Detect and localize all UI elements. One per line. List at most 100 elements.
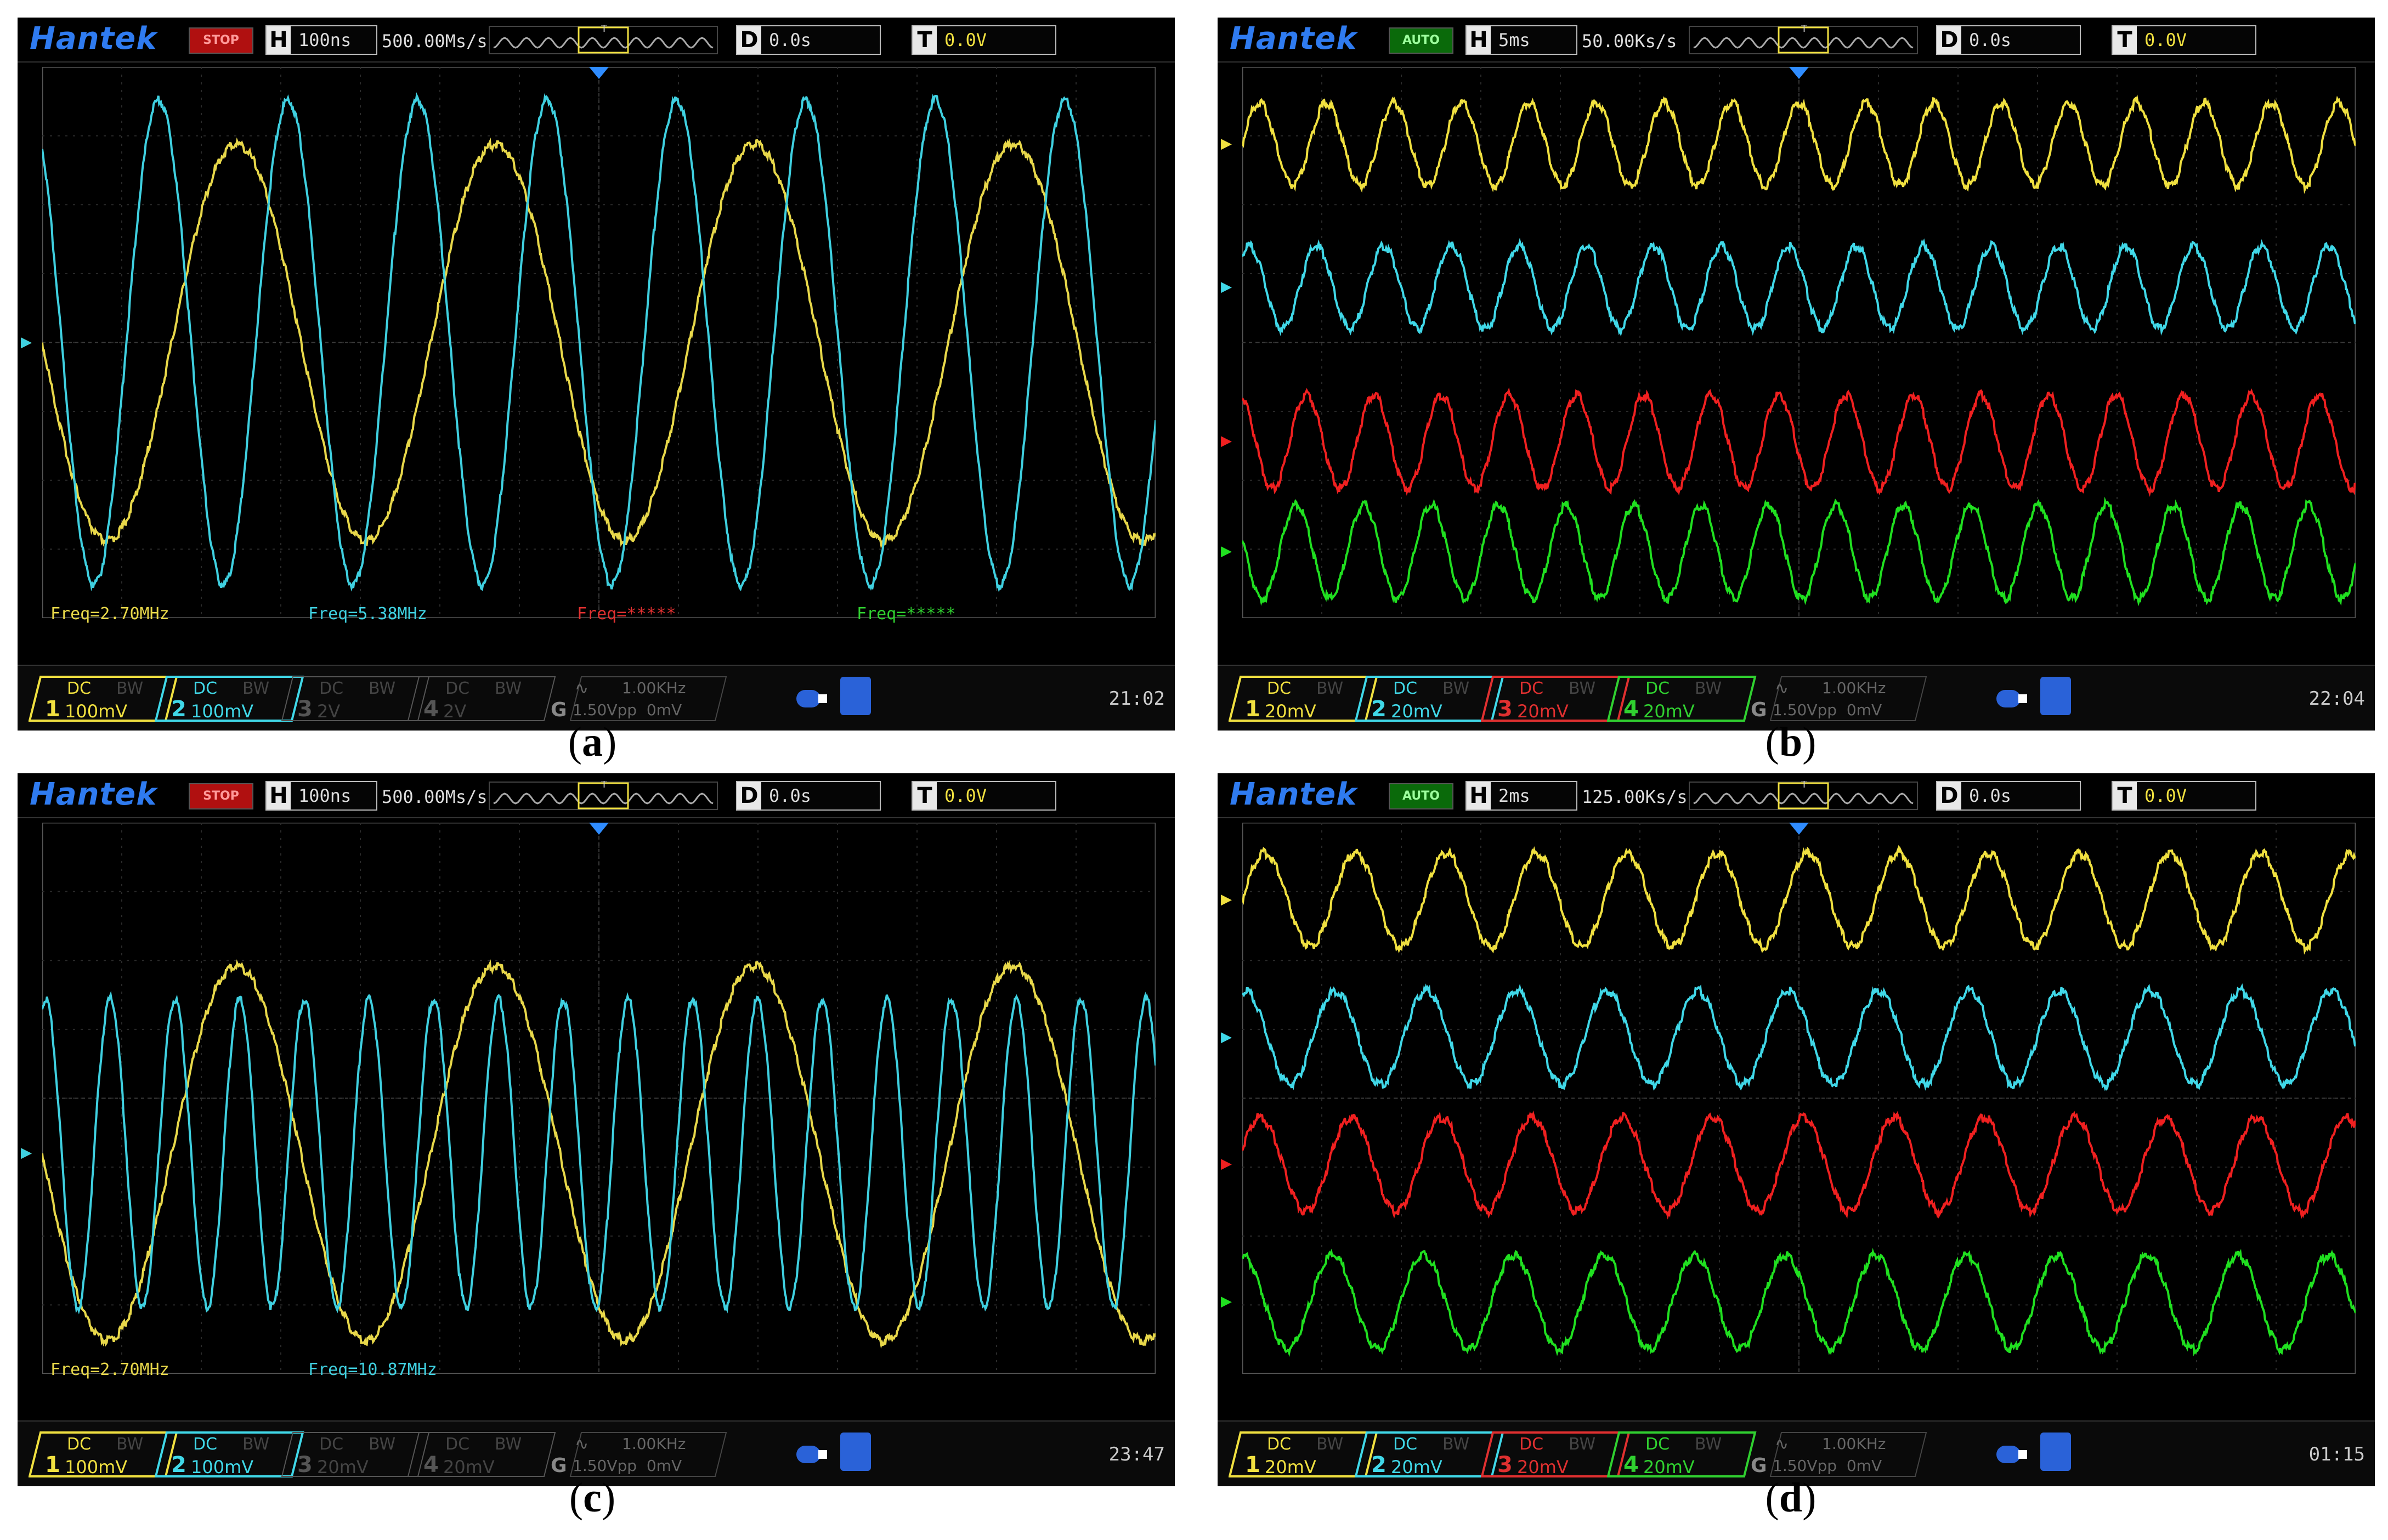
channel-ground-marker-icon[interactable]: ▶ bbox=[21, 333, 32, 350]
channel-number: 1 bbox=[1245, 697, 1260, 722]
channel-vertical-scale: 20mV bbox=[1391, 1457, 1442, 1477]
trigger-position-marker-icon[interactable] bbox=[589, 823, 609, 835]
trigger-position-marker-icon[interactable] bbox=[1789, 823, 1809, 835]
generator-frequency: 1.00KHz bbox=[1822, 1435, 1886, 1453]
delay-key: D bbox=[1937, 782, 1961, 809]
channel-bandwidth-limit: BW bbox=[1316, 679, 1344, 698]
delay-key: D bbox=[1937, 26, 1961, 54]
channel-waveform-trace bbox=[42, 137, 1156, 549]
run-state-badge[interactable]: STOP bbox=[189, 783, 253, 809]
trigger-level-value: 0.0V bbox=[944, 785, 987, 806]
channel-ground-marker-icon[interactable]: ▶ bbox=[1221, 1293, 1232, 1310]
channel-1-tab[interactable]: 1 DC BW 100mV bbox=[29, 1430, 182, 1479]
delay-value: 0.0s bbox=[769, 785, 812, 806]
waveform-plot[interactable] bbox=[1242, 823, 2356, 1374]
signal-generator-status[interactable]: G ∿ 1.00KHz 1.50Vpp 0mV bbox=[1751, 675, 1932, 723]
trigger-level-box[interactable]: T 0.0V bbox=[2112, 781, 2256, 811]
channel-ground-marker-icon[interactable]: ▶ bbox=[1221, 543, 1232, 560]
channel-1-tab[interactable]: 1 DC BW 20mV bbox=[1229, 1430, 1382, 1479]
channel-number: 3 bbox=[297, 1452, 313, 1477]
trigger-level-box[interactable]: T 0.0V bbox=[2112, 25, 2256, 55]
trigger-position-marker-icon[interactable] bbox=[589, 67, 609, 79]
generator-frequency: 1.00KHz bbox=[622, 1435, 686, 1453]
delay-box[interactable]: D 0.0s bbox=[736, 781, 881, 811]
channel-ground-marker-icon[interactable]: ▶ bbox=[1221, 279, 1232, 295]
channel-ground-marker-icon[interactable]: ▶ bbox=[1221, 1028, 1232, 1045]
channel-waveform-trace bbox=[42, 92, 1156, 592]
channel-vertical-scale: 20mV bbox=[1643, 701, 1695, 722]
horizontal-scale-value: 100ns bbox=[298, 785, 352, 806]
delay-box[interactable]: D 0.0s bbox=[736, 25, 881, 55]
delay-key: D bbox=[737, 26, 761, 54]
memory-waveform-overview-icon: T bbox=[489, 781, 718, 810]
channel-coupling: DC bbox=[319, 679, 344, 698]
trigger-level-box[interactable]: T 0.0V bbox=[912, 781, 1056, 811]
horizontal-scale-value: 2ms bbox=[1498, 785, 1530, 806]
horizontal-scale-box[interactable]: H 5ms bbox=[1465, 25, 1577, 55]
channel-ground-marker-icon[interactable]: ▶ bbox=[1221, 433, 1232, 450]
channel-waveform-trace bbox=[1242, 94, 2356, 194]
sine-wave-icon: ∿ bbox=[575, 680, 589, 698]
channel-4-tab[interactable]: 4 DC BW 20mV bbox=[1607, 1430, 1761, 1479]
horizontal-scale-box[interactable]: H 2ms bbox=[1465, 781, 1577, 811]
horizontal-scale-box[interactable]: H 100ns bbox=[265, 25, 377, 55]
trigger-key: T bbox=[2113, 26, 2137, 54]
sample-rate: 50.00Ks/s bbox=[1582, 31, 1677, 52]
sample-rate: 125.00Ks/s bbox=[1582, 786, 1688, 807]
channel-coupling: DC bbox=[67, 1435, 92, 1454]
trigger-position-marker-icon[interactable] bbox=[1789, 67, 1809, 79]
waveform-plot[interactable] bbox=[42, 67, 1156, 618]
run-state-badge[interactable]: STOP bbox=[189, 27, 253, 54]
panel-caption: (b) bbox=[1736, 718, 1846, 766]
horizontal-key: H bbox=[267, 26, 291, 54]
horizontal-scale-box[interactable]: H 100ns bbox=[265, 781, 377, 811]
generator-vpp: 1.50Vpp bbox=[573, 701, 637, 719]
channel-2-tab[interactable]: 2 DC BW 20mV bbox=[1355, 675, 1508, 723]
channel-2-tab[interactable]: 2 DC BW 100mV bbox=[155, 1430, 308, 1479]
channel-coupling: DC bbox=[319, 1435, 344, 1454]
channel-ground-marker-icon[interactable]: ▶ bbox=[1221, 1156, 1232, 1173]
channel-number: 1 bbox=[45, 697, 60, 722]
channel-4-tab[interactable]: 4 DC BW 20mV bbox=[1607, 675, 1761, 723]
delay-box[interactable]: D 0.0s bbox=[1936, 25, 2081, 55]
channel-ground-marker-icon[interactable]: ▶ bbox=[1221, 891, 1232, 908]
delay-box[interactable]: D 0.0s bbox=[1936, 781, 2081, 811]
generator-vpp: 1.50Vpp bbox=[573, 1457, 637, 1475]
generator-amplitude: 1.50Vpp 0mV bbox=[1773, 1457, 1882, 1475]
channel-2-tab[interactable]: 2 DC BW 100mV bbox=[155, 675, 308, 723]
signal-generator-status[interactable]: G ∿ 1.00KHz 1.50Vpp 0mV bbox=[551, 675, 732, 723]
sd-card-icon bbox=[840, 1433, 871, 1471]
brand-logo: Hantek bbox=[30, 777, 157, 812]
channel-coupling: DC bbox=[193, 679, 218, 698]
channel-1-tab[interactable]: 1 DC BW 20mV bbox=[1229, 675, 1382, 723]
signal-generator-status[interactable]: G ∿ 1.00KHz 1.50Vpp 0mV bbox=[1751, 1430, 1932, 1479]
waveform-plot[interactable] bbox=[42, 823, 1156, 1374]
oscilloscope-screen-c: Hantek STOP H 100ns 500.00Ms/s T D 0.0s … bbox=[18, 773, 1175, 1486]
channel-ground-marker-icon[interactable]: ▶ bbox=[21, 333, 32, 350]
caption-paren-open: ( bbox=[1765, 719, 1779, 765]
run-state-badge[interactable]: AUTO bbox=[1389, 783, 1453, 809]
channel-bandwidth-limit: BW bbox=[242, 1435, 270, 1454]
channel-3-tab[interactable]: 3 DC BW 2V bbox=[281, 675, 434, 723]
trigger-key: T bbox=[913, 782, 937, 809]
channel-coupling: DC bbox=[445, 679, 470, 698]
delay-value: 0.0s bbox=[1969, 785, 2012, 806]
channel-ground-marker-icon[interactable]: ▶ bbox=[21, 1145, 32, 1161]
channel-3-tab[interactable]: 3 DC BW 20mV bbox=[1481, 1430, 1634, 1479]
channel-ground-marker-icon[interactable]: ▶ bbox=[1221, 135, 1232, 152]
waveform-plot[interactable] bbox=[1242, 67, 2356, 618]
channel-ground-marker-icon[interactable]: ▶ bbox=[21, 1145, 32, 1161]
signal-generator-status[interactable]: G ∿ 1.00KHz 1.50Vpp 0mV bbox=[551, 1430, 732, 1479]
channel-3-tab[interactable]: 3 DC BW 20mV bbox=[281, 1430, 434, 1479]
channel-4-tab[interactable]: 4 DC BW 20mV bbox=[407, 1430, 561, 1479]
generator-offset: 0mV bbox=[646, 701, 682, 719]
caption-letter: c bbox=[583, 1475, 602, 1521]
channel-4-tab[interactable]: 4 DC BW 2V bbox=[407, 675, 561, 723]
svg-text:T: T bbox=[601, 781, 608, 790]
run-state-badge[interactable]: AUTO bbox=[1389, 27, 1453, 54]
channel-1-tab[interactable]: 1 DC BW 100mV bbox=[29, 675, 182, 723]
scope-header: Hantek STOP H 100ns 500.00Ms/s T D 0.0s … bbox=[18, 18, 1175, 63]
channel-vertical-scale: 20mV bbox=[1265, 701, 1316, 722]
trigger-level-box[interactable]: T 0.0V bbox=[912, 25, 1056, 55]
clock-time: 23:47 bbox=[1108, 1443, 1165, 1465]
